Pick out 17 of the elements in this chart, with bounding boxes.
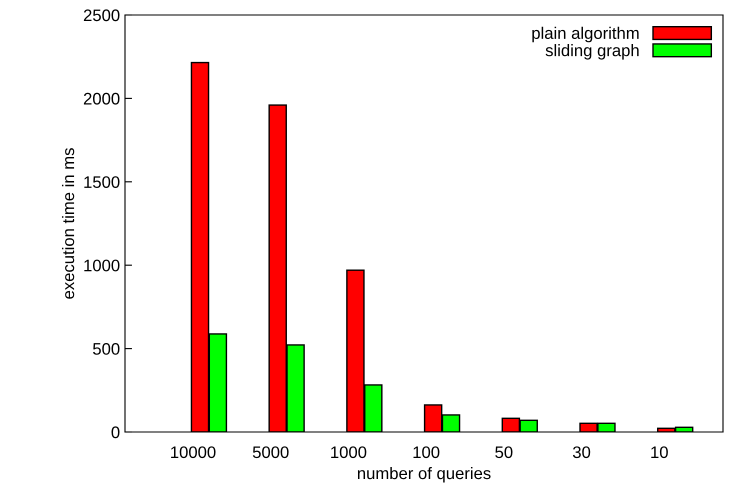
x-tick-label: 1000 [331, 446, 366, 458]
x-tick-label: 10 [651, 446, 668, 458]
y-tick-label: 0 [112, 426, 120, 438]
y-tick-label: 1000 [84, 260, 120, 272]
legend-label: plain algorithm [532, 26, 639, 42]
y-tick-label: 1500 [84, 176, 120, 188]
y-tick-label: 500 [93, 343, 120, 355]
x-tick-label: 100 [414, 446, 440, 458]
y-tick-label: 2500 [84, 9, 120, 22]
x-axis-title: number of queries [358, 466, 491, 483]
legend-label: sliding graph [546, 44, 639, 60]
y-axis-title: execution time in ms [62, 148, 74, 299]
x-tick-label: 5000 [252, 446, 289, 458]
y-tick-label: 2000 [84, 92, 120, 105]
x-tick-label: 30 [572, 446, 590, 458]
x-tick-label: 50 [495, 446, 512, 458]
x-tick-label: 10000 [171, 446, 216, 458]
